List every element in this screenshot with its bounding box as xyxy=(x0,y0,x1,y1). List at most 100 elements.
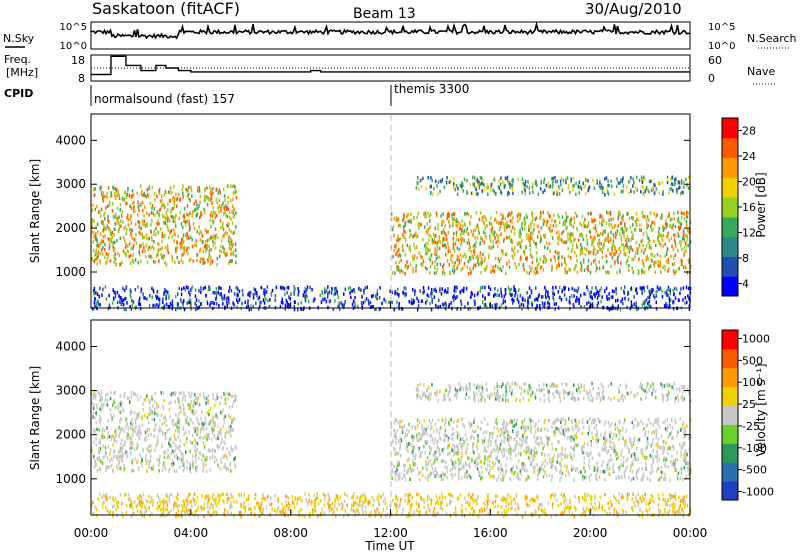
heatmap-cell xyxy=(460,243,462,247)
heatmap-cell xyxy=(447,242,449,246)
heatmap-cell xyxy=(456,267,458,271)
heatmap-cell xyxy=(122,287,124,291)
heatmap-cell xyxy=(639,179,641,183)
heatmap-cell xyxy=(566,270,568,274)
heatmap-cell xyxy=(667,248,669,252)
heatmap-cell xyxy=(143,219,145,223)
heatmap-cell xyxy=(620,181,622,185)
heatmap-cell xyxy=(192,459,194,463)
heatmap-cell xyxy=(233,231,235,235)
heatmap-cell xyxy=(107,215,109,219)
heatmap-cell xyxy=(686,235,688,239)
heatmap-cell xyxy=(106,426,108,430)
heatmap-cell xyxy=(630,247,632,251)
heatmap-cell xyxy=(467,192,469,196)
heatmap-cell xyxy=(631,236,633,240)
heatmap-cell xyxy=(404,292,406,296)
heatmap-cell xyxy=(264,301,266,305)
heatmap-cell xyxy=(300,301,302,305)
heatmap-cell xyxy=(617,256,619,260)
heatmap-cell xyxy=(449,225,451,229)
heatmap-cell xyxy=(338,301,340,305)
heatmap-cell xyxy=(629,217,631,221)
heatmap-cell xyxy=(665,219,667,223)
heatmap-cell xyxy=(602,191,604,195)
heatmap-cell xyxy=(672,263,674,267)
heatmap-cell xyxy=(212,206,214,210)
heatmap-cell xyxy=(437,248,439,252)
heatmap-cell xyxy=(116,189,118,193)
heatmap-cell xyxy=(468,238,470,242)
heatmap-cell xyxy=(176,454,178,458)
heatmap-cell xyxy=(420,223,422,227)
heatmap-cell xyxy=(465,223,467,227)
heatmap-cell xyxy=(156,222,158,226)
heatmap-cell xyxy=(668,288,670,292)
heatmap-cell xyxy=(180,410,182,414)
heatmap-cell xyxy=(602,508,604,512)
heatmap-cell xyxy=(148,413,150,417)
heatmap-cell xyxy=(619,270,621,274)
heatmap-cell xyxy=(117,467,119,471)
heatmap-cell xyxy=(494,178,496,182)
heatmap-cell xyxy=(427,293,429,297)
heatmap-cell xyxy=(463,239,465,243)
heatmap-cell xyxy=(670,292,672,296)
heatmap-cell xyxy=(131,195,133,199)
heatmap-cell xyxy=(398,268,400,272)
heatmap-cell xyxy=(359,288,361,292)
heatmap-cell xyxy=(188,513,190,517)
heatmap-cell xyxy=(189,199,191,203)
heatmap-cell xyxy=(136,432,138,436)
heatmap-cell xyxy=(587,179,589,183)
heatmap-cell xyxy=(474,300,476,304)
heatmap-cell xyxy=(120,442,122,446)
heatmap-cell xyxy=(142,423,144,427)
heatmap-cell xyxy=(235,395,237,399)
heatmap-cell xyxy=(144,249,146,253)
heatmap-cell xyxy=(551,219,553,223)
heatmap-cell xyxy=(431,499,433,503)
heatmap-cell xyxy=(185,399,187,403)
heatmap-cell xyxy=(206,186,208,190)
heatmap-cell xyxy=(449,250,451,254)
heatmap-cell xyxy=(266,290,268,294)
heatmap-cell xyxy=(133,244,135,248)
heatmap-cell xyxy=(643,300,645,304)
heatmap-cell xyxy=(478,183,480,187)
heatmap-cell xyxy=(208,413,210,417)
heatmap-cell xyxy=(167,247,169,251)
heatmap-cell xyxy=(621,238,623,242)
heatmap-cell xyxy=(667,176,669,180)
heatmap-cell xyxy=(624,297,626,301)
heatmap-cell xyxy=(193,210,195,214)
heatmap-cell xyxy=(619,232,621,236)
heatmap-cell xyxy=(183,503,185,507)
heatmap-cell xyxy=(371,295,373,299)
heatmap-cell xyxy=(194,445,196,449)
heatmap-cell xyxy=(435,234,437,238)
heatmap-cell xyxy=(99,456,101,460)
heatmap-cell xyxy=(687,244,689,248)
heatmap-cell xyxy=(92,208,94,212)
heatmap-cell xyxy=(597,296,599,300)
heatmap-cell xyxy=(154,229,156,233)
heatmap-cell xyxy=(161,195,163,199)
heatmap-cell xyxy=(196,469,198,473)
heatmap-cell xyxy=(426,246,428,250)
heatmap-cell xyxy=(188,495,190,499)
heatmap-cell xyxy=(615,246,617,250)
heatmap-cell xyxy=(98,211,100,215)
heatmap-cell xyxy=(661,213,663,217)
heatmap-cell xyxy=(219,249,221,253)
heatmap-cell xyxy=(416,235,418,239)
heatmap-cell xyxy=(608,297,610,301)
heatmap-cell xyxy=(145,458,147,462)
heatmap-cell xyxy=(523,263,525,267)
heatmap-cell xyxy=(138,209,140,213)
heatmap-cell xyxy=(229,211,231,215)
heatmap-cell xyxy=(506,221,508,225)
heatmap-cell xyxy=(350,296,352,300)
heatmap-cell xyxy=(674,262,676,266)
heatmap-cell xyxy=(439,287,441,291)
